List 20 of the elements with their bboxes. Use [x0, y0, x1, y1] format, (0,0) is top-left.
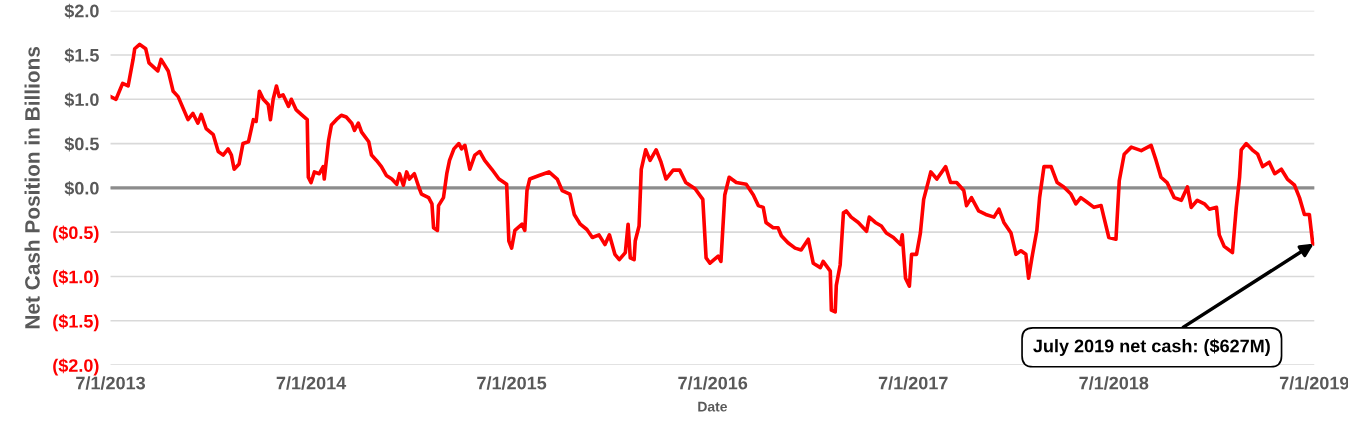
x-tick-label: 7/1/2014 [276, 376, 347, 390]
x-tick-label: 7/1/2016 [678, 376, 748, 390]
x-tick-label: 7/1/2017 [878, 376, 948, 390]
annotation: July 2019 net cash: ($627M) [1033, 338, 1270, 356]
y-axis-title: Net Cash Position in Billions [24, 46, 40, 329]
y-tick-label: ($1.5) [53, 314, 99, 332]
y-tick-label: $1.0 [64, 92, 99, 108]
y-tick-label: $0.0 [64, 181, 99, 196]
y-tick-label: ($1.0) [53, 269, 99, 287]
y-tick-label: $0.5 [64, 136, 99, 152]
y-tick-label: ($0.5) [53, 225, 99, 243]
x-tick-label: 7/1/2019 [1279, 376, 1348, 390]
y-tick-label: $2.0 [64, 3, 99, 19]
x-tick-label: 7/1/2013 [76, 376, 146, 390]
y-tick-label: ($2.0) [53, 358, 99, 376]
x-tick-label: 7/1/2018 [1079, 376, 1149, 390]
line-series [110, 42, 1315, 314]
x-axis-title: Date [698, 401, 727, 412]
y-tick-label: $1.5 [64, 48, 99, 63]
x-tick-label: 7/1/2015 [477, 376, 547, 390]
